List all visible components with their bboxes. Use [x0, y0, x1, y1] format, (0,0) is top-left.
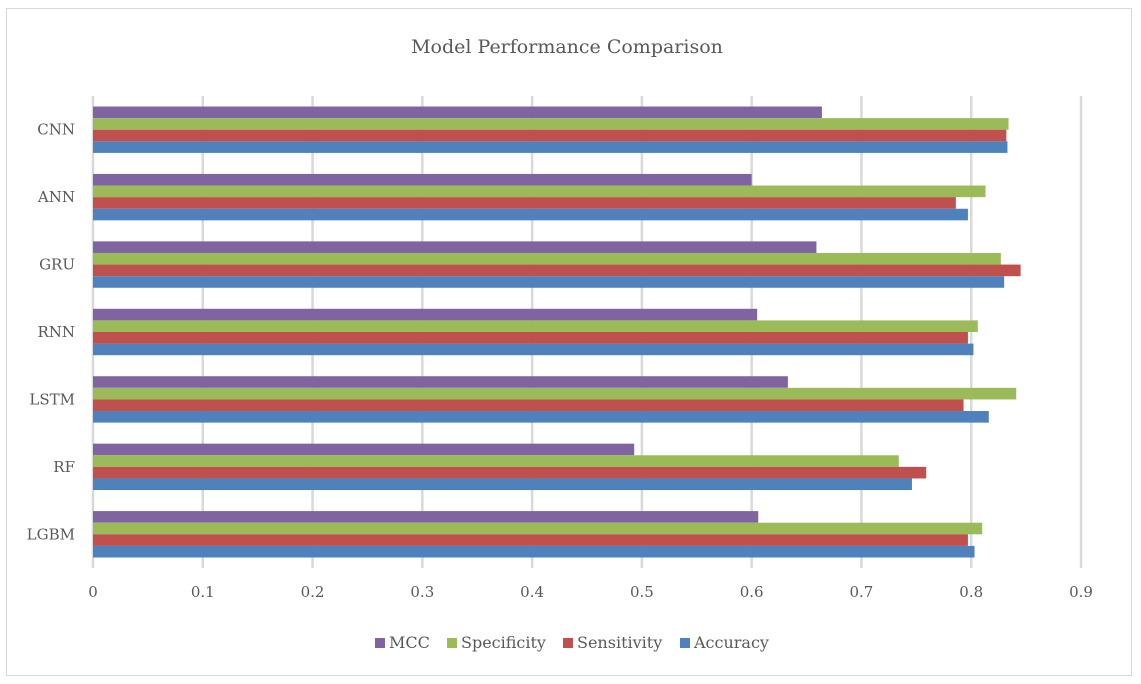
category-label: ANN [37, 188, 75, 206]
category-label: GRU [39, 256, 75, 274]
legend-swatch-accuracy [680, 638, 690, 648]
x-tick-label: 0 [88, 583, 98, 601]
category-label: RF [53, 458, 75, 476]
bar-gru-specificity [93, 252, 1001, 265]
bar-rnn-accuracy [93, 343, 974, 356]
x-tick-labels: 0 0.1 0.2 0.3 0.4 0.5 0.6 0.7 0.8 0.9 [88, 583, 1093, 601]
bar-gru-accuracy [93, 276, 1005, 288]
legend-label-specificity: Specificity [461, 633, 546, 652]
bar-rnn-mcc [93, 308, 758, 321]
x-tick-label: 0.7 [850, 583, 874, 601]
x-tick-label: 0.8 [959, 583, 983, 601]
bar-lgbm-accuracy [93, 545, 975, 558]
bar-rnn-specificity [93, 320, 978, 332]
x-tick-label: 0.1 [191, 583, 215, 601]
x-tick-label: 0.4 [520, 583, 544, 601]
bar-cnn-accuracy [93, 141, 1008, 153]
bar-ann-specificity [93, 185, 986, 198]
bar-rf-mcc [93, 443, 635, 456]
bar-rnn-sensitivity [93, 332, 968, 344]
bar-ann-sensitivity [93, 197, 956, 209]
legend-swatch-specificity [447, 638, 457, 648]
x-tick-label: 0.2 [301, 583, 325, 601]
legend-swatch-mcc [375, 638, 385, 648]
bar-ann-accuracy [93, 208, 968, 221]
bar-gru-sensitivity [93, 264, 1021, 277]
bar-lstm-accuracy [93, 411, 989, 423]
category-label: CNN [37, 121, 75, 139]
bar-lstm-mcc [93, 376, 788, 388]
legend-label-accuracy: Accuracy [693, 633, 769, 652]
x-tick-label: 0.9 [1069, 583, 1093, 601]
legend-label-mcc: MCC [389, 633, 430, 652]
legend: MCC Specificity Sensitivity Accuracy [375, 633, 769, 652]
bar-lstm-sensitivity [93, 399, 964, 412]
bar-ann-mcc [93, 173, 752, 186]
x-tick-label: 0.3 [410, 583, 434, 601]
bar-rf-specificity [93, 455, 899, 467]
legend-label-sensitivity: Sensitivity [577, 633, 662, 652]
x-tick-label: 0.6 [740, 583, 764, 601]
legend-swatch-sensitivity [563, 638, 573, 648]
chart-title: Model Performance Comparison [411, 36, 723, 58]
category-labels: CNN ANN GRU RNN LSTM RF LGBM [27, 121, 75, 544]
bars [93, 106, 1021, 558]
x-tick-label: 0.5 [630, 583, 654, 601]
bar-rf-accuracy [93, 478, 912, 491]
category-label: RNN [37, 323, 75, 341]
bar-lgbm-mcc [93, 511, 759, 523]
bar-cnn-sensitivity [93, 129, 1007, 142]
bar-lgbm-sensitivity [93, 534, 968, 546]
bar-lgbm-specificity [93, 522, 983, 535]
bar-gru-mcc [93, 241, 817, 253]
bar-cnn-specificity [93, 118, 1009, 130]
category-label: LSTM [29, 390, 75, 408]
bar-rf-sensitivity [93, 466, 927, 479]
bar-cnn-mcc [93, 106, 822, 119]
category-label: LGBM [27, 525, 75, 543]
bar-lstm-specificity [93, 387, 1017, 400]
